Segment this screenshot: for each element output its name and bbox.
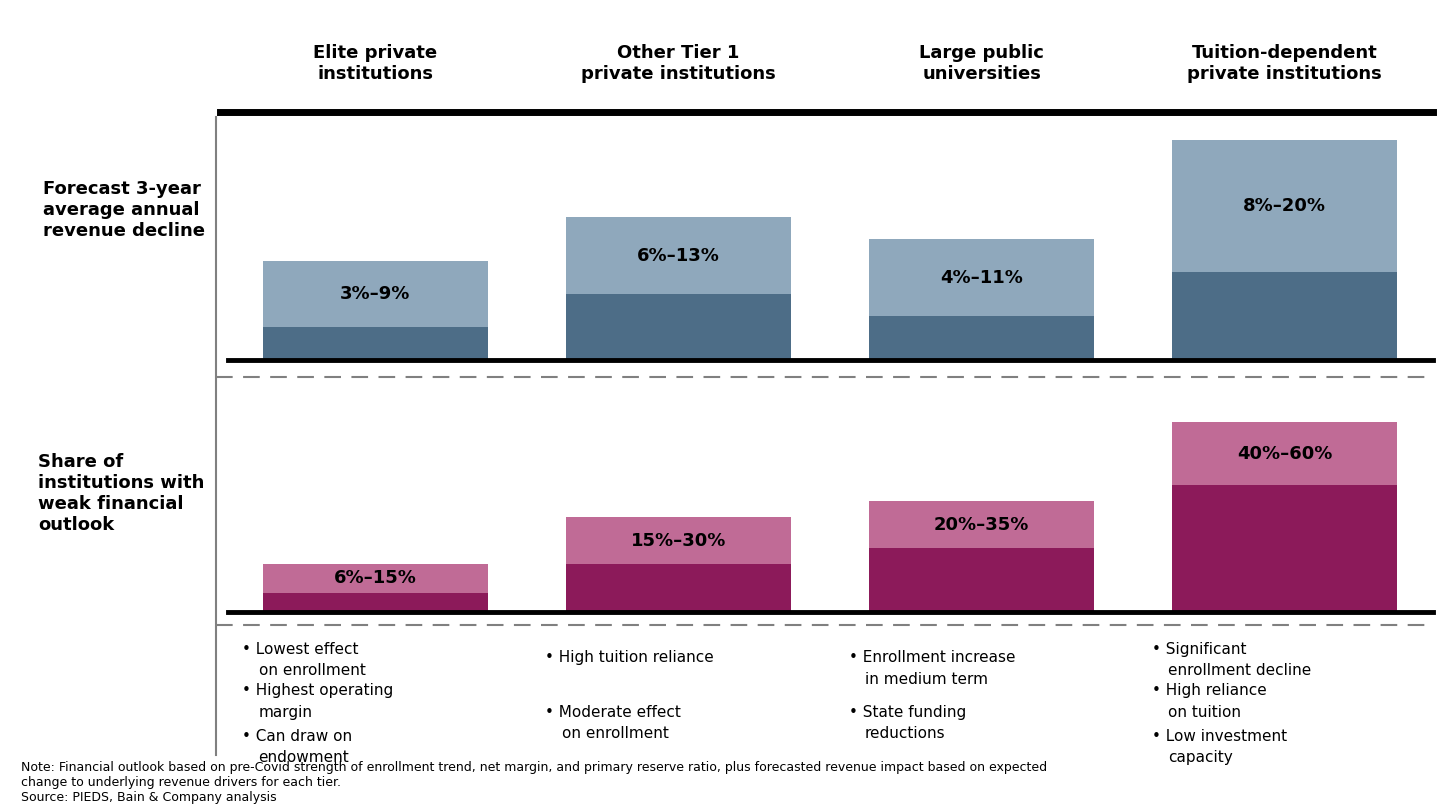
Text: Note: Financial outlook based on pre-Covid strength of enrollment trend, net mar: Note: Financial outlook based on pre-Cov… bbox=[22, 761, 1047, 804]
Text: 8%–20%: 8%–20% bbox=[1243, 197, 1326, 215]
Bar bbox=[566, 517, 791, 565]
Text: • High tuition reliance: • High tuition reliance bbox=[546, 650, 714, 665]
Text: Elite private
institutions: Elite private institutions bbox=[314, 44, 438, 83]
Text: endowment: endowment bbox=[259, 750, 350, 765]
Bar bbox=[870, 316, 1094, 360]
Text: • Moderate effect: • Moderate effect bbox=[546, 705, 681, 720]
Text: reductions: reductions bbox=[865, 727, 946, 741]
Bar bbox=[566, 217, 791, 294]
Text: 6%–13%: 6%–13% bbox=[636, 246, 720, 265]
Text: • Low investment: • Low investment bbox=[1152, 729, 1287, 744]
Bar bbox=[1172, 422, 1397, 485]
Text: Other Tier 1
private institutions: Other Tier 1 private institutions bbox=[582, 44, 776, 83]
Bar bbox=[566, 565, 791, 612]
Text: enrollment decline: enrollment decline bbox=[1168, 663, 1312, 678]
Bar bbox=[264, 593, 488, 612]
Text: • Significant: • Significant bbox=[1152, 642, 1246, 657]
Text: • State funding: • State funding bbox=[848, 705, 966, 720]
Bar bbox=[1172, 139, 1397, 272]
Text: • Highest operating: • Highest operating bbox=[242, 684, 393, 698]
Bar bbox=[264, 261, 488, 327]
Bar bbox=[264, 327, 488, 360]
Text: • Can draw on: • Can draw on bbox=[242, 729, 353, 744]
Text: on tuition: on tuition bbox=[1168, 705, 1241, 720]
Text: 4%–11%: 4%–11% bbox=[940, 269, 1024, 287]
Bar bbox=[870, 501, 1094, 548]
Text: 6%–15%: 6%–15% bbox=[334, 569, 418, 587]
Text: • Lowest effect: • Lowest effect bbox=[242, 642, 359, 657]
Text: • Enrollment increase: • Enrollment increase bbox=[848, 650, 1015, 665]
Text: on enrollment: on enrollment bbox=[562, 727, 668, 741]
Text: 3%–9%: 3%–9% bbox=[340, 285, 410, 303]
Text: 20%–35%: 20%–35% bbox=[935, 516, 1030, 534]
Bar bbox=[566, 294, 791, 360]
Bar bbox=[264, 565, 488, 593]
Text: Share of
institutions with
weak financial
outlook: Share of institutions with weak financia… bbox=[39, 454, 204, 534]
Text: in medium term: in medium term bbox=[865, 671, 988, 687]
Bar bbox=[1172, 272, 1397, 360]
Text: margin: margin bbox=[259, 705, 312, 720]
Text: 40%–60%: 40%–60% bbox=[1237, 445, 1332, 463]
Text: Large public
universities: Large public universities bbox=[919, 44, 1044, 83]
Text: 15%–30%: 15%–30% bbox=[631, 531, 726, 549]
Text: on enrollment: on enrollment bbox=[259, 663, 366, 678]
Bar bbox=[1172, 485, 1397, 612]
Bar bbox=[870, 239, 1094, 316]
Text: • High reliance: • High reliance bbox=[1152, 684, 1266, 698]
Text: capacity: capacity bbox=[1168, 750, 1233, 765]
Text: Tuition-dependent
private institutions: Tuition-dependent private institutions bbox=[1188, 44, 1382, 83]
Text: Forecast 3-year
average annual
revenue decline: Forecast 3-year average annual revenue d… bbox=[43, 180, 204, 240]
Bar bbox=[870, 548, 1094, 612]
